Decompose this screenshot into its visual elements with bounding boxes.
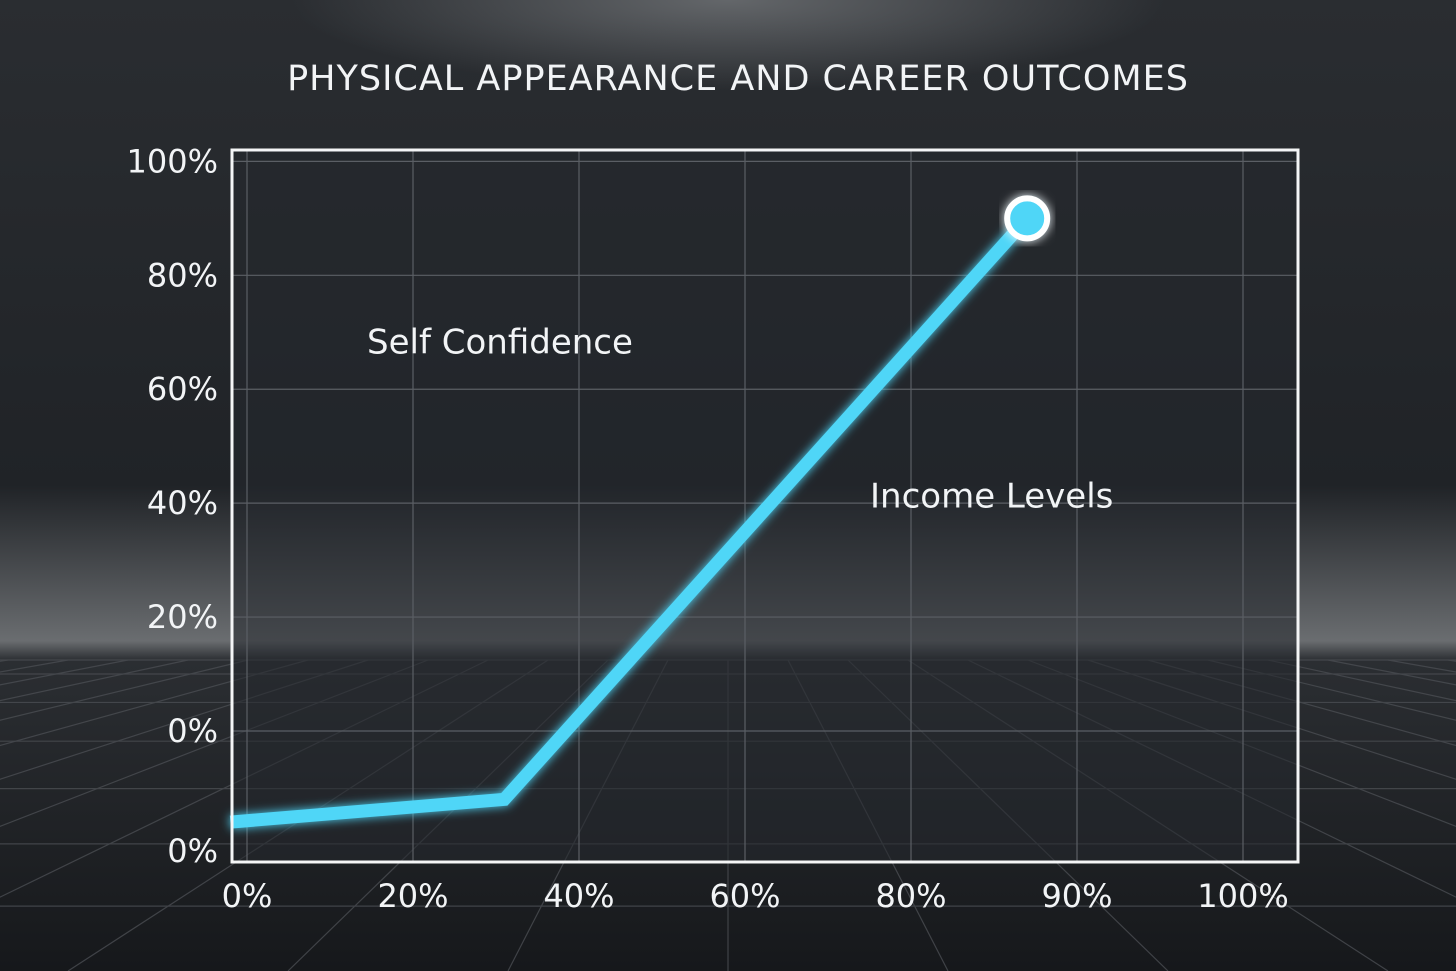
x-tick-label: 40% — [543, 877, 614, 915]
floor-line — [1207, 659, 1456, 721]
y-tick-label: 80% — [147, 256, 218, 294]
y-tick-label: 0% — [167, 712, 218, 750]
y-axis-bottom-label: 0% — [167, 832, 218, 870]
annotation: Income Levels — [870, 477, 1113, 517]
chart-title: PHYSICAL APPEARANCE AND CAREER OUTCOMES — [287, 59, 1189, 99]
x-tick-label: 0% — [222, 877, 273, 915]
floor-line — [0, 659, 369, 780]
x-tick-label: 20% — [377, 877, 448, 915]
floor-line — [0, 659, 249, 721]
series-line — [229, 214, 1033, 829]
y-tick-label: 60% — [147, 370, 218, 408]
y-tick-label: 40% — [147, 484, 218, 522]
annotation: Self Confidence — [367, 323, 633, 363]
x-tick-label: 80% — [875, 877, 946, 915]
x-tick-label: 60% — [709, 877, 780, 915]
y-tick-label: 20% — [147, 598, 218, 636]
x-tick-label: 90% — [1041, 877, 1112, 915]
x-tick-label: 100% — [1197, 877, 1288, 915]
floor-line — [1147, 659, 1456, 747]
plot-area: 100%80%60%40%20%0%0%0% 20% 40% 60% 80% 90% 100… — [127, 142, 1300, 915]
y-tick-label: 100% — [127, 142, 218, 180]
plot-frame — [230, 148, 1300, 864]
floor-line — [0, 659, 309, 747]
highlight-point — [1004, 195, 1051, 242]
